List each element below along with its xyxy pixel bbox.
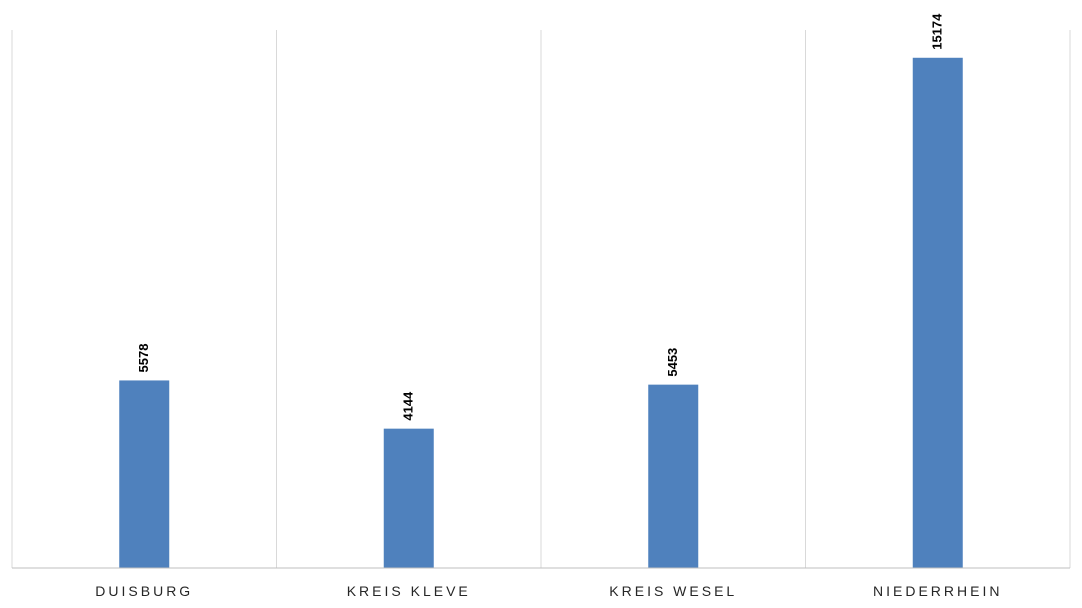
data-label: 5453: [665, 348, 680, 377]
bars: [119, 57, 963, 568]
data-label: 15174: [930, 13, 945, 50]
x-tick-label: DUISBURG: [95, 583, 193, 599]
data-label: 4144: [401, 391, 416, 421]
x-tick-label: KREIS KLEVE: [347, 583, 471, 599]
data-label: 5578: [136, 344, 151, 373]
bar: [383, 428, 434, 568]
grid-lines: [11, 30, 1071, 568]
x-tick-label: KREIS WESEL: [609, 583, 737, 599]
x-axis: DUISBURG KREIS KLEVE KREIS WESEL NIEDERRHEI…: [12, 567, 1070, 599]
data-labels: 5578 4144 5453 15174: [136, 13, 945, 421]
bar: [912, 57, 963, 568]
bar: [648, 384, 699, 568]
bar: [119, 380, 170, 568]
x-tick-label: NIEDERRHEIN: [873, 583, 1002, 599]
